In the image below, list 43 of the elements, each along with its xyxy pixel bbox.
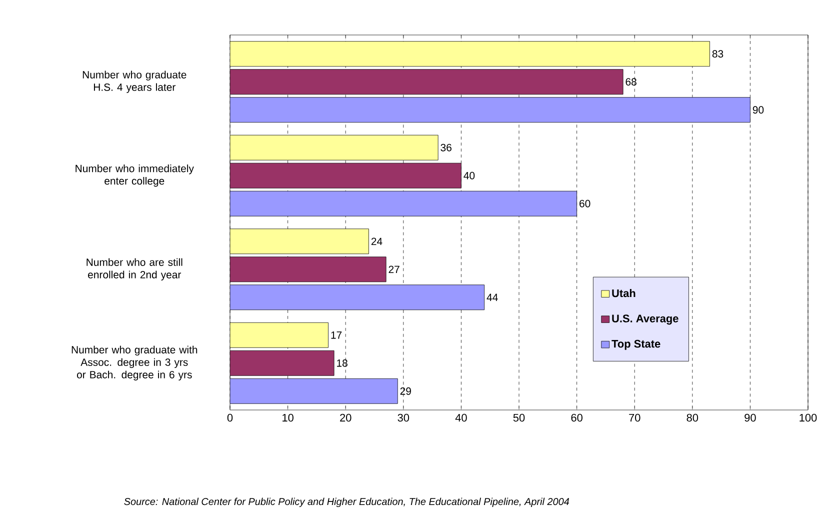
x-tick-label: 30: [398, 414, 410, 422]
data-label: 68: [626, 78, 636, 86]
source-note: Source: National Center for Public Policy and Higher Education, The Educational Pipeline, April 2004: [124, 498, 570, 508]
bar: [230, 190, 578, 216]
x-tick-label: 50: [513, 414, 525, 422]
x-tick-label: 90: [744, 414, 756, 422]
bar: [230, 378, 398, 404]
x-tick-label: 0: [227, 414, 233, 422]
x-tick-label: 60: [571, 414, 582, 422]
y-tick-label: Number who graduate H.S. 4 years later: [82, 70, 186, 93]
data-label: 36: [440, 144, 452, 152]
bar: [230, 97, 750, 123]
data-label: 17: [331, 332, 342, 339]
legend-label: Top State: [612, 340, 660, 350]
bar: [230, 162, 462, 188]
data-label: 18: [337, 359, 348, 367]
data-label: 44: [486, 294, 498, 301]
y-tick-label: Number who are still enrolled in 2nd year: [86, 258, 182, 280]
x-tick-label: 10: [282, 414, 294, 422]
data-label: 40: [464, 172, 475, 180]
x-tick-label: 80: [686, 414, 698, 422]
x-tick-label: 20: [340, 414, 352, 422]
x-tick-label: 70: [629, 414, 640, 422]
bar: [230, 350, 334, 376]
y-tick-label: Number who immediately enter college: [76, 164, 194, 187]
data-label: 29: [400, 387, 411, 395]
data-label: 27: [388, 266, 400, 274]
bar: [230, 256, 386, 282]
legend-label: U.S. Average: [612, 314, 678, 325]
bar: [230, 284, 485, 310]
bar: [230, 41, 710, 67]
x-tick-label: 100: [800, 414, 817, 422]
y-tick-label: Number who graduate with Assoc. degree in 3 yrs or Bach. degree in 6 yrs: [72, 346, 198, 380]
data-label: 90: [752, 106, 764, 114]
bar: [230, 322, 328, 348]
legend-label: Utah: [612, 289, 636, 298]
data-label: 60: [580, 200, 590, 208]
data-label: 24: [371, 238, 382, 246]
bar: [230, 134, 438, 160]
bar: [230, 69, 624, 95]
x-tick-label: 40: [455, 414, 467, 422]
data-label: 83: [712, 50, 724, 58]
bar: [230, 228, 369, 254]
